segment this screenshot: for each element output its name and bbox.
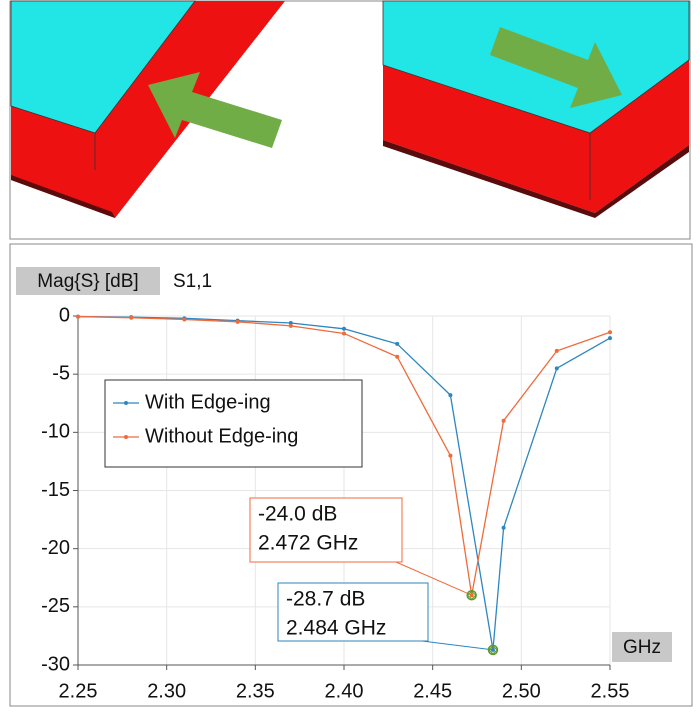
point [608, 336, 612, 340]
annotation-text: 2.484 GHz [286, 617, 386, 640]
x-tick-label: 2.45 [413, 680, 452, 702]
y-tick-label: -25 [41, 595, 70, 617]
y-tick-label: -15 [41, 479, 70, 501]
point [448, 454, 452, 458]
x-axis-label: GHz [623, 637, 661, 658]
point [395, 342, 399, 346]
point [129, 316, 133, 320]
y-axis-label: Mag{S} [dB] [37, 271, 138, 292]
x-tick-label: 2.30 [147, 680, 186, 702]
y-tick-label: -30 [41, 653, 70, 675]
y-tick-label: -10 [41, 421, 70, 443]
point [502, 526, 506, 530]
legend-label: With Edge-ing [145, 391, 271, 413]
page: Mag{S} [dB] S1,1 GHz 0 -5 -10 -15 -20 -25 -30 2.25… [0, 0, 700, 707]
point [289, 324, 293, 328]
point [502, 419, 506, 423]
legend-dot [124, 435, 128, 439]
point [555, 349, 559, 353]
x-tick-label: 2.55 [591, 680, 630, 702]
x-tick-label: 2.35 [236, 680, 275, 702]
y-tick-label: -5 [52, 362, 70, 384]
annotation-text: 2.472 GHz [258, 532, 358, 555]
point [236, 320, 240, 324]
point [395, 355, 399, 359]
point [182, 317, 186, 321]
point [555, 366, 559, 370]
render-panel [10, 1, 690, 239]
annotation-text: -24.0 dB [258, 503, 337, 526]
x-tick-label: 2.40 [325, 680, 364, 702]
point [448, 393, 452, 397]
annotation-text: -28.7 dB [286, 588, 365, 611]
x-tick-label: 2.25 [59, 680, 98, 702]
point [608, 330, 612, 334]
subtitle: S1,1 [173, 271, 212, 292]
point [342, 331, 346, 335]
point [342, 327, 346, 331]
legend-label: Without Edge-ing [145, 425, 298, 447]
y-tick-label: -20 [41, 537, 70, 559]
y-tick-label: 0 [59, 304, 70, 326]
x-tick-label: 2.50 [502, 680, 541, 702]
point [76, 315, 80, 319]
legend-dot [124, 401, 128, 405]
